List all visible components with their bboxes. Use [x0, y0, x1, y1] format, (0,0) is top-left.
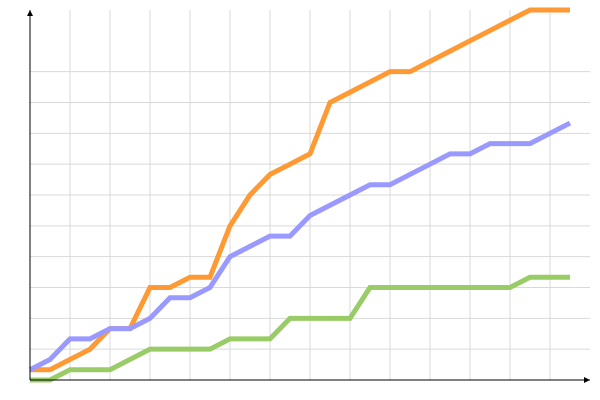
series-line-1 — [30, 7, 570, 373]
y-axis-arrow-icon — [27, 10, 33, 16]
series-group — [28, 7, 572, 383]
x-axis-arrow-icon — [584, 377, 590, 383]
axes — [27, 10, 590, 383]
grid — [30, 10, 590, 380]
series-line-3 — [30, 274, 570, 383]
series-line-2 — [28, 120, 572, 372]
